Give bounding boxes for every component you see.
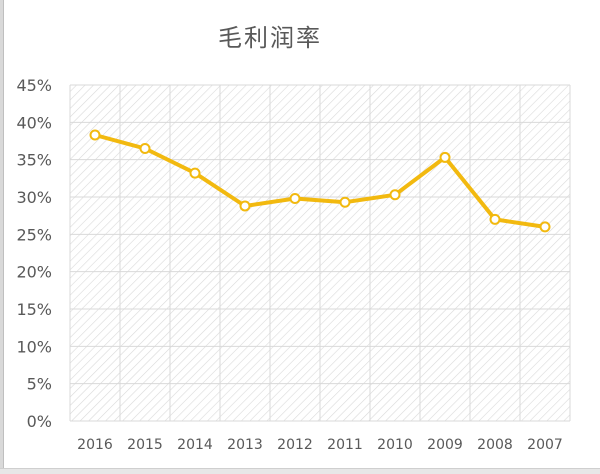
data-point [389, 189, 401, 201]
y-axis: 0% 5% 10% 15% 20% 25% 30% 35% 40% 45% [16, 76, 52, 431]
data-point [139, 142, 151, 154]
y-tick-label: 15% [16, 300, 52, 319]
x-tick-label: 2013 [227, 437, 263, 453]
sheet-bottom-edge [0, 468, 600, 474]
data-point [189, 167, 201, 179]
data-point [339, 196, 351, 208]
series-line [93, 133, 547, 229]
x-tick-label: 2007 [527, 437, 563, 453]
y-tick-label: 0% [27, 412, 52, 431]
y-tick-label: 30% [16, 188, 52, 207]
x-tick-label: 2014 [177, 437, 213, 453]
y-tick-label: 25% [16, 225, 52, 244]
y-tick-label: 10% [16, 337, 52, 356]
y-tick-label: 20% [16, 263, 52, 282]
sheet-left-edge [0, 0, 4, 473]
x-tick-label: 2008 [477, 437, 513, 453]
x-tick-label: 2010 [377, 437, 413, 453]
series-group [89, 129, 551, 233]
y-tick-label: 45% [16, 76, 52, 95]
data-point [439, 151, 451, 163]
data-point [539, 221, 551, 233]
x-tick-label: 2012 [277, 437, 313, 453]
data-point [289, 192, 301, 204]
x-tick-label: 2009 [427, 437, 463, 453]
data-point [489, 213, 501, 225]
gridlines [69, 84, 571, 422]
x-tick-label: 2016 [77, 437, 113, 453]
data-point [89, 129, 101, 141]
y-tick-label: 5% [27, 375, 52, 394]
x-axis: 2016 2015 2014 2013 2012 2011 2010 2009 2008 2007 [77, 437, 563, 453]
x-tick-label: 2015 [127, 437, 163, 453]
y-tick-label: 40% [16, 113, 52, 132]
y-tick-label: 35% [16, 151, 52, 170]
x-tick-label: 2011 [327, 437, 363, 453]
chart-title: 毛利润率 [218, 24, 322, 52]
data-point [239, 200, 251, 212]
